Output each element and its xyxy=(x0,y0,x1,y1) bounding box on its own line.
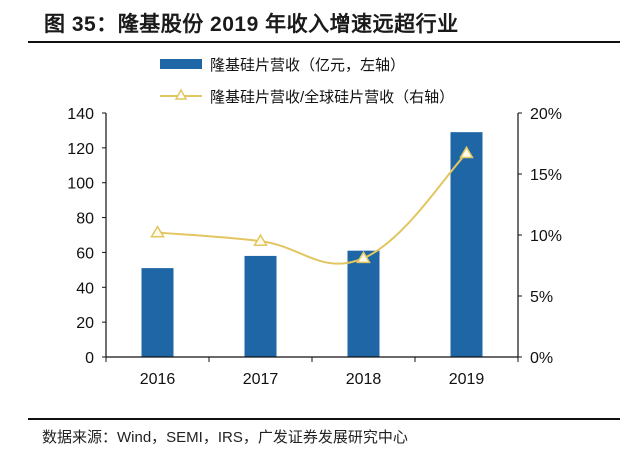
x-tick-label: 2018 xyxy=(346,371,382,388)
legend-bar-swatch xyxy=(160,59,202,69)
line-marker-2018 xyxy=(356,250,371,264)
right-tick-label: 0% xyxy=(530,350,553,367)
left-tick-label: 80 xyxy=(76,211,94,228)
source-note: 数据来源：Wind，SEMI，IRS，广发证券发展研究中心 xyxy=(42,429,408,446)
left-tick-label: 20 xyxy=(76,315,94,332)
legend-triangle-icon xyxy=(174,88,188,100)
left-tick-label: 120 xyxy=(67,141,94,158)
left-tick-label: 0 xyxy=(85,350,94,367)
line-marker-2016 xyxy=(150,225,165,238)
bar-2018 xyxy=(347,250,380,357)
title-divider xyxy=(28,41,620,43)
figure-title: 图 35：隆基股份 2019 年收入增速远超行业 xyxy=(44,13,459,36)
source-divider xyxy=(28,418,620,420)
legend-bar-label: 隆基硅片营收（亿元，左轴） xyxy=(210,57,405,74)
chart: 隆基硅片营收（亿元，左轴） 隆基硅片营收/全球硅片营收（右轴） 0 20 40 60 8… xyxy=(67,57,562,388)
legend: 隆基硅片营收（亿元，左轴） 隆基硅片营收/全球硅片营收（右轴） xyxy=(160,57,454,106)
right-tick-label: 10% xyxy=(530,228,562,245)
line-marker-2019 xyxy=(459,145,474,159)
left-tick-label: 40 xyxy=(76,280,94,297)
left-tick-label: 100 xyxy=(67,176,94,193)
x-tick-label: 2017 xyxy=(243,371,279,388)
bar-2016 xyxy=(141,268,174,357)
right-tick-label: 5% xyxy=(530,289,553,306)
line-marker-2017 xyxy=(253,233,268,247)
bar-2017 xyxy=(244,255,277,357)
legend-line-label: 隆基硅片营收/全球硅片营收（右轴） xyxy=(210,88,454,106)
left-tick-label: 60 xyxy=(76,245,94,262)
right-tick-label: 15% xyxy=(530,167,562,184)
x-tick-label: 2019 xyxy=(449,371,485,388)
x-tick-label: 2016 xyxy=(140,371,176,388)
bar-2019 xyxy=(450,132,483,357)
left-tick-label: 140 xyxy=(67,106,94,123)
right-tick-label: 20% xyxy=(530,106,562,123)
share-line xyxy=(157,152,468,265)
